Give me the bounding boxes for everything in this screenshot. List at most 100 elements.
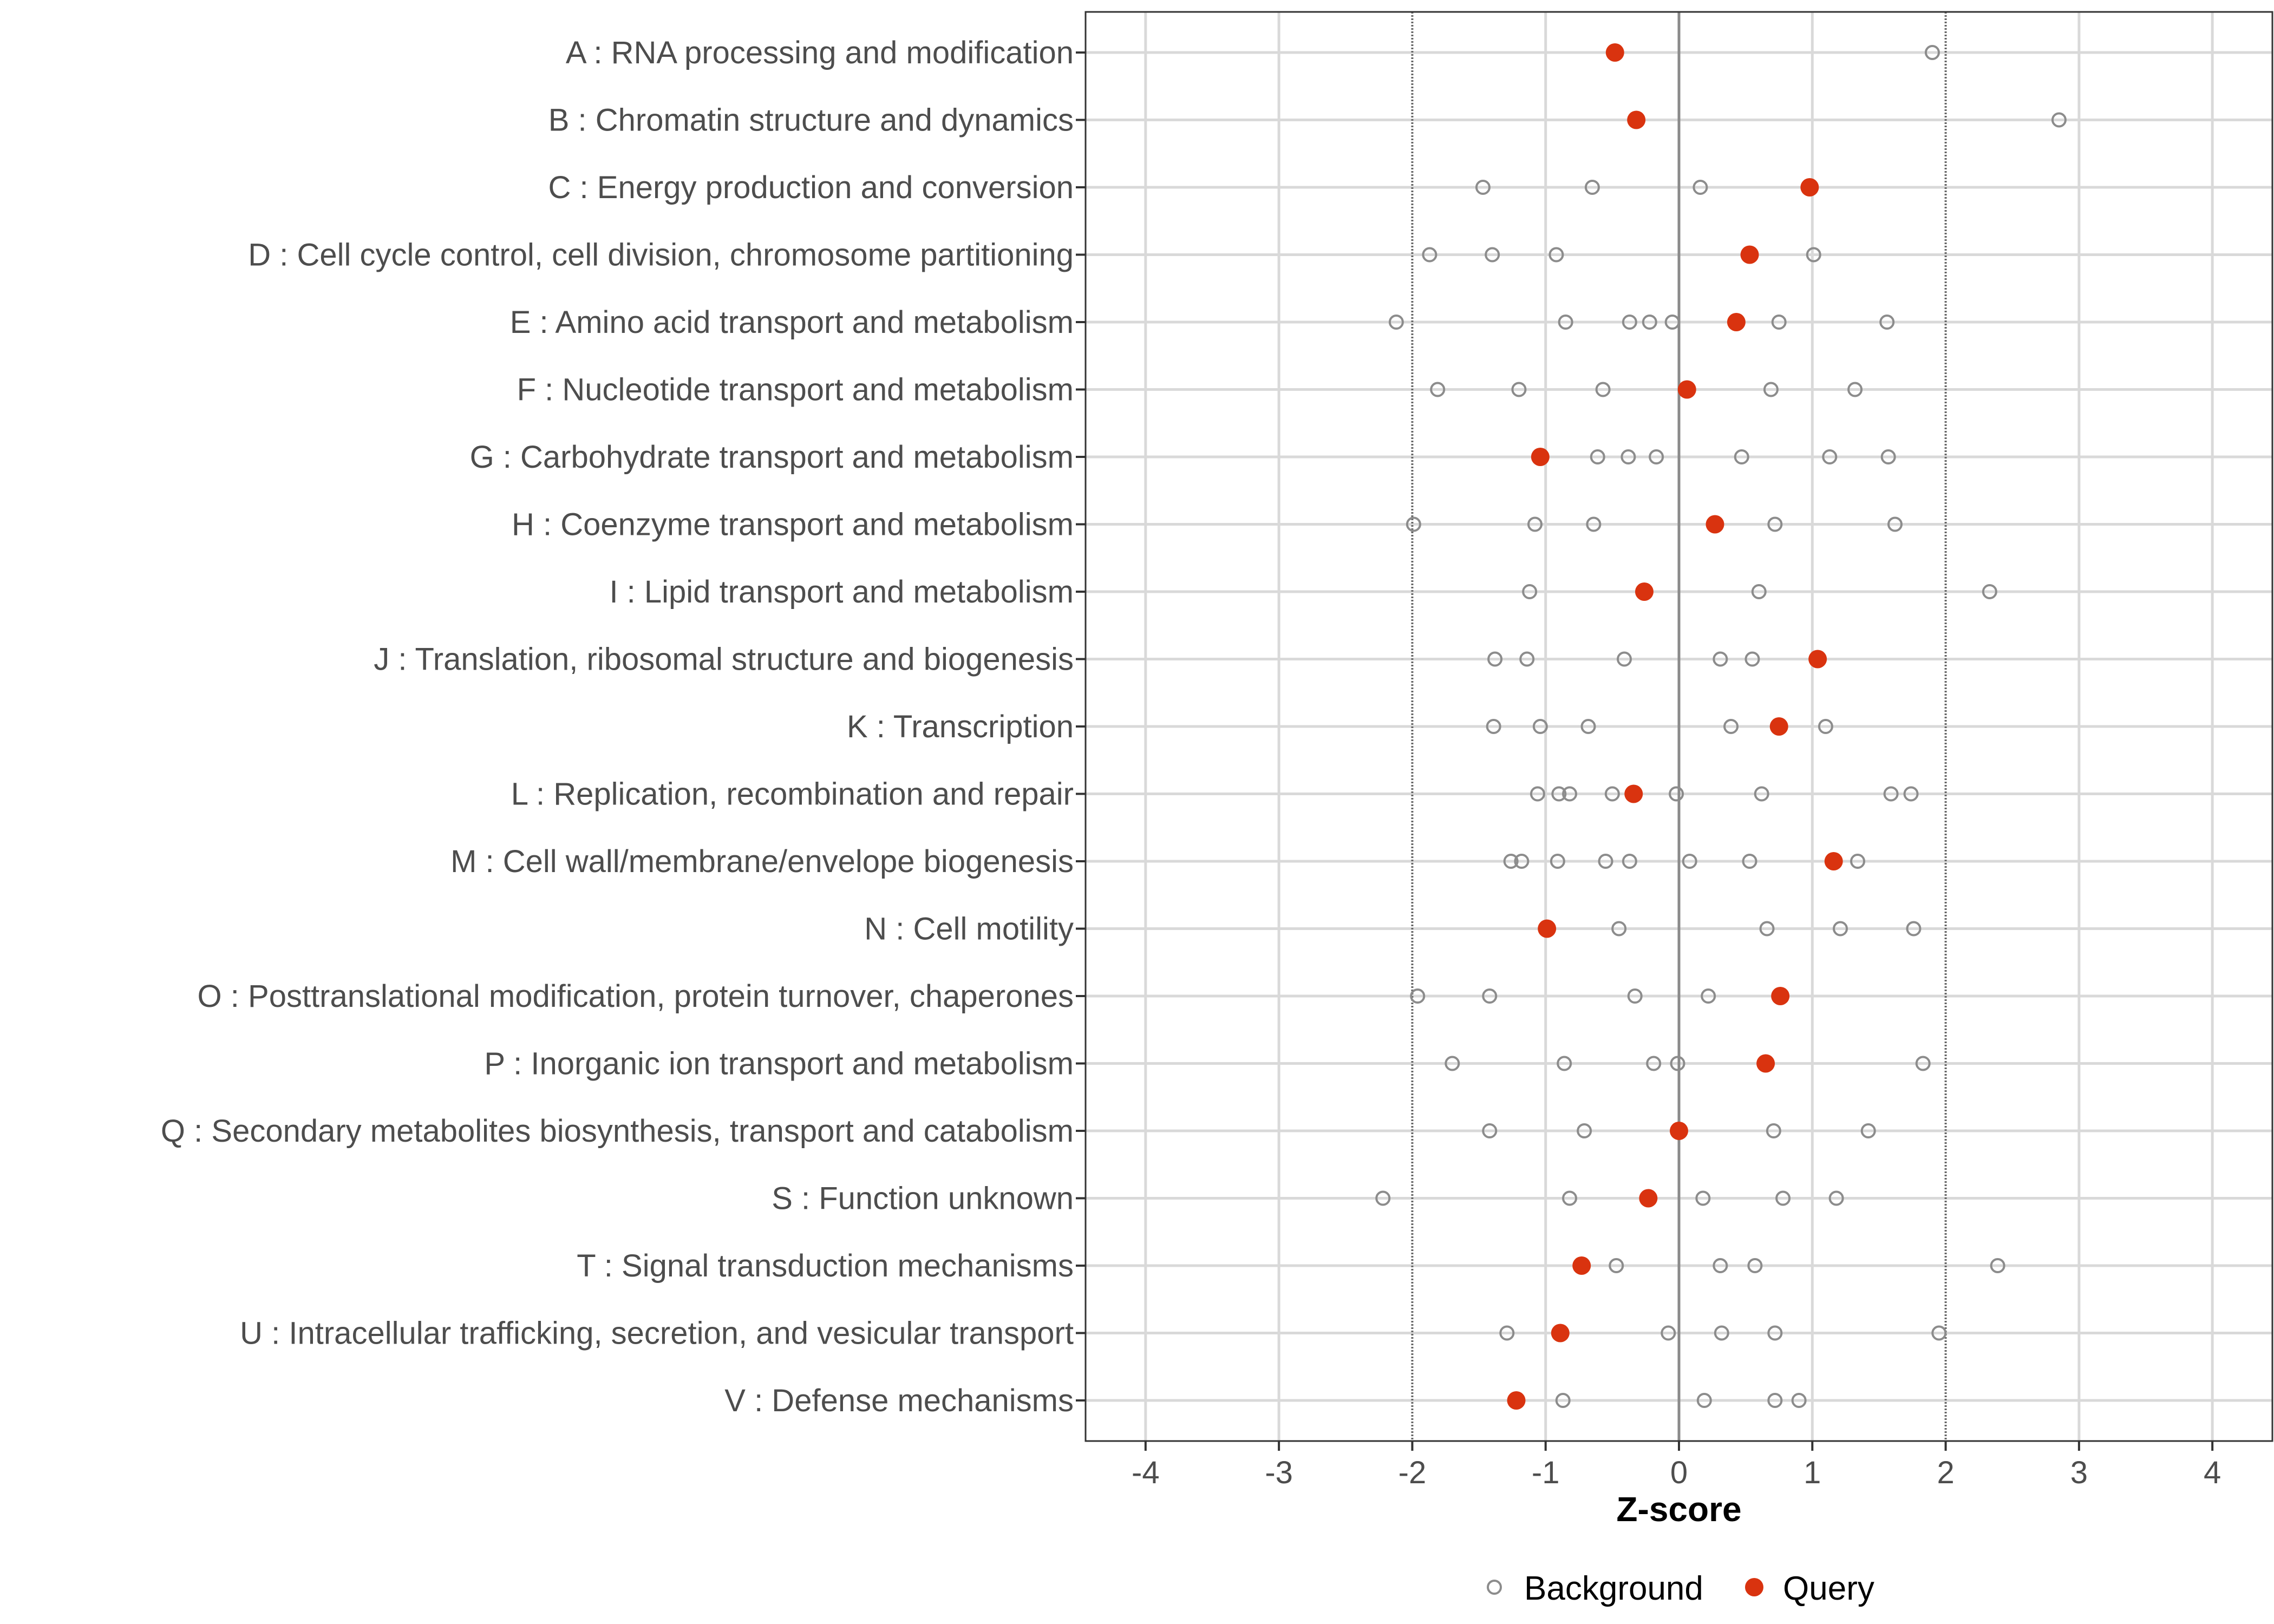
background-point — [1604, 786, 1620, 802]
background-point — [1767, 516, 1783, 532]
y-tick-label: M : Cell wall/membrane/envelope biogenes… — [450, 844, 1074, 879]
background-point — [1713, 651, 1728, 667]
background-point — [1734, 449, 1749, 464]
background-point — [1763, 382, 1779, 397]
query-point — [1727, 313, 1746, 331]
background-point — [1375, 1190, 1391, 1206]
legend-background-label: Background — [1524, 1570, 1703, 1607]
background-point — [1511, 382, 1527, 397]
background-point — [1388, 315, 1404, 330]
background-point — [1622, 854, 1637, 869]
background-point — [1562, 1190, 1578, 1206]
background-point — [1695, 1190, 1711, 1206]
y-tick-label: O : Posttranslational modification, prot… — [198, 979, 1074, 1014]
x-axis-title: Z-score — [1616, 1490, 1741, 1529]
background-point — [1713, 1258, 1728, 1273]
query-point — [1769, 717, 1788, 736]
background-point — [1982, 584, 1997, 599]
background-point — [1806, 247, 1821, 263]
query-point — [1740, 245, 1759, 264]
background-point — [1646, 1056, 1662, 1071]
query-point — [1824, 852, 1843, 870]
y-tick-label: T : Signal transduction mechanisms — [577, 1248, 1074, 1284]
query-point — [1670, 1122, 1688, 1140]
background-point — [1903, 786, 1919, 802]
y-tick-label: E : Amino acid transport and metabolism — [510, 305, 1074, 340]
query-point — [1627, 110, 1646, 129]
y-tick-label: F : Nucleotide transport and metabolism — [517, 372, 1074, 408]
y-tick-label: C : Energy production and conversion — [548, 170, 1074, 205]
background-point — [1445, 1056, 1460, 1071]
query-point — [1551, 1324, 1570, 1343]
background-point — [1767, 1393, 1783, 1408]
background-point — [1555, 1393, 1571, 1408]
y-tick-label: B : Chromatin structure and dynamics — [548, 103, 1074, 138]
background-point — [1503, 854, 1519, 869]
x-tick-label: -1 — [1532, 1455, 1560, 1490]
background-point — [1590, 449, 1605, 464]
background-point — [1931, 1325, 1947, 1341]
background-point — [1422, 247, 1437, 263]
background-point — [1406, 516, 1421, 532]
background-point — [1475, 180, 1491, 195]
x-tick-label: 3 — [2070, 1455, 2088, 1490]
background-point — [1860, 1123, 1876, 1138]
x-tick-label: 4 — [2204, 1455, 2221, 1490]
background-point — [1598, 854, 1613, 869]
y-tick-label: D : Cell cycle control, cell division, c… — [248, 238, 1074, 273]
y-tick-label: P : Inorganic ion transport and metaboli… — [484, 1046, 1074, 1082]
y-tick-label: A : RNA processing and modification — [566, 35, 1074, 70]
background-point — [1482, 988, 1498, 1004]
background-point — [1880, 449, 1896, 464]
y-tick-label: I : Lipid transport and metabolism — [609, 574, 1074, 610]
background-point — [1696, 1393, 1712, 1408]
query-point — [1756, 1054, 1775, 1073]
query-point — [1771, 987, 1790, 1005]
background-point — [1767, 1325, 1783, 1341]
background-point — [1754, 786, 1769, 802]
query-point — [1507, 1391, 1526, 1410]
query-point — [1808, 650, 1827, 669]
background-point — [1924, 45, 1940, 60]
background-point — [1693, 180, 1708, 195]
background-point — [1847, 382, 1863, 397]
x-tick-label: -2 — [1399, 1455, 1427, 1490]
background-point — [1742, 854, 1757, 869]
query-point — [1624, 784, 1643, 803]
background-point — [1833, 921, 1848, 937]
data-points — [1375, 43, 2067, 1410]
y-tick-label: N : Cell motility — [864, 912, 1074, 947]
background-point — [1879, 315, 1895, 330]
background-point — [1669, 786, 1684, 802]
background-point — [1649, 449, 1664, 464]
query-point — [1677, 380, 1696, 399]
background-point — [1759, 921, 1775, 937]
y-tick-label: V : Defense mechanisms — [724, 1383, 1074, 1418]
background-point — [1430, 382, 1446, 397]
background-point — [1850, 854, 1866, 869]
background-point — [1584, 180, 1600, 195]
background-point — [1551, 786, 1567, 802]
background-point — [1906, 921, 1922, 937]
background-point — [1627, 988, 1643, 1004]
background-point — [1775, 1190, 1791, 1206]
background-point — [1557, 1056, 1572, 1071]
query-point — [1538, 919, 1557, 938]
x-axis: -4 -3 -2 -1 0 1 2 3 4 — [1132, 1441, 2221, 1490]
background-point — [1577, 1123, 1592, 1138]
background-point — [1642, 315, 1657, 330]
background-point — [1609, 1258, 1624, 1273]
background-point — [1519, 651, 1535, 667]
background-point — [1617, 651, 1632, 667]
background-point — [1828, 1190, 1844, 1206]
background-point — [1887, 516, 1903, 532]
x-tick-label: -3 — [1265, 1455, 1293, 1490]
legend-query-label: Query — [1783, 1570, 1874, 1607]
background-point — [1527, 516, 1543, 532]
x-tick-label: 1 — [1803, 1455, 1821, 1490]
background-point — [1661, 1325, 1676, 1341]
background-point — [1747, 1258, 1763, 1273]
query-point — [1706, 515, 1724, 534]
background-point — [1744, 651, 1760, 667]
